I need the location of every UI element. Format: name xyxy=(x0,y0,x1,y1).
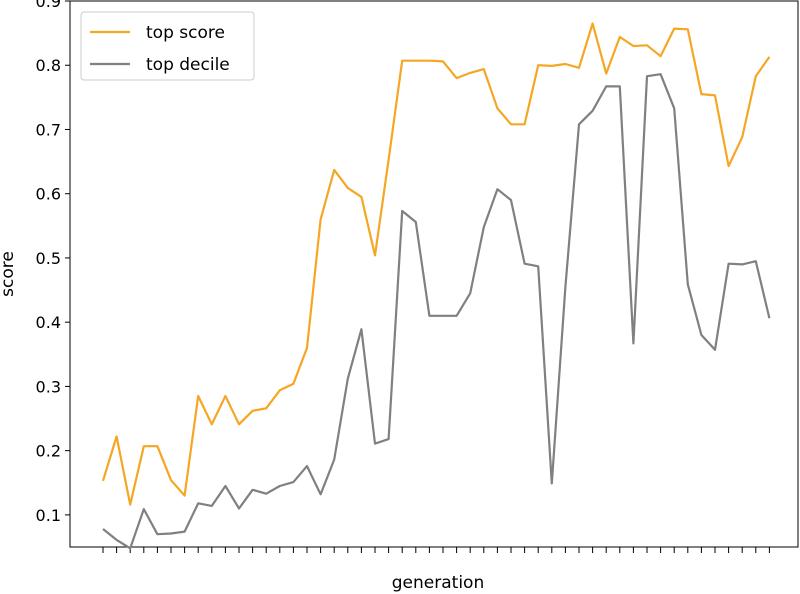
y-tick-label: 0.4 xyxy=(36,313,61,332)
y-tick-label: 0.1 xyxy=(36,506,61,525)
legend: top score top decile xyxy=(80,11,255,81)
y-tick-label: 0.9 xyxy=(36,0,61,11)
legend-label-1: top score xyxy=(146,23,225,43)
plot-area xyxy=(69,0,799,548)
y-axis-label: score xyxy=(0,251,18,297)
y-axis: 0.1 0.2 0.3 0.4 0.5 0.6 0.7 0.8 0.9 xyxy=(36,0,70,525)
y-tick-label: 0.2 xyxy=(36,442,61,461)
y-tick-label: 0.8 xyxy=(36,56,61,75)
series-layer xyxy=(101,22,771,550)
legend-label-2: top decile xyxy=(146,55,230,75)
series-line-1 xyxy=(101,22,771,506)
y-tick-label: 0.6 xyxy=(36,185,61,204)
plot-frame xyxy=(69,0,799,548)
y-tick-label: 0.3 xyxy=(36,377,61,396)
y-tick-label: 0.7 xyxy=(36,120,61,139)
y-tick-label: 0.5 xyxy=(36,249,61,268)
x-axis-label: generation xyxy=(392,573,484,593)
series-line-2 xyxy=(102,73,771,550)
x-axis xyxy=(102,547,770,553)
